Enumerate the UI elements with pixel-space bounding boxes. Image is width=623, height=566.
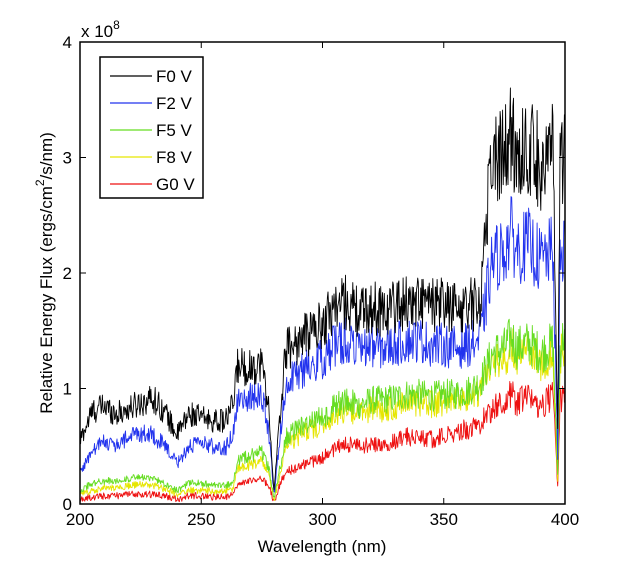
x-tick-label: 200 bbox=[66, 510, 94, 529]
series-line-f5-v bbox=[79, 318, 566, 498]
y-tick-label: 3 bbox=[63, 149, 72, 168]
legend-label: F0 V bbox=[156, 67, 193, 86]
x-tick-label: 300 bbox=[308, 510, 336, 529]
y-multiplier: x 108 bbox=[81, 18, 120, 41]
legend-label: F8 V bbox=[156, 148, 193, 167]
legend: F0 V F2 V F5 V F8 V G0 V bbox=[99, 56, 204, 199]
y-axis-label: Relative Energy Flux (ergs/cm2/s/nm) bbox=[33, 132, 56, 414]
y-tick-label: 1 bbox=[63, 380, 72, 399]
legend-label: G0 V bbox=[156, 175, 195, 194]
x-tick-label: 400 bbox=[551, 510, 579, 529]
series-layer bbox=[79, 87, 566, 503]
x-axis-label: Wavelength (nm) bbox=[258, 537, 387, 556]
x-tick-label: 250 bbox=[187, 510, 215, 529]
x-tick-label: 350 bbox=[430, 510, 458, 529]
series-line-f0-v bbox=[79, 87, 566, 491]
legend-box bbox=[99, 56, 204, 199]
series-line-g0-v bbox=[79, 381, 566, 503]
legend-label: F2 V bbox=[156, 94, 193, 113]
legend-label: F5 V bbox=[156, 121, 193, 140]
ticks-layer: 200 250 300 350 400 0 1 2 3 4 bbox=[63, 33, 580, 529]
y-tick-label: 2 bbox=[63, 264, 72, 283]
series-line-f2-v bbox=[79, 196, 566, 493]
y-tick-label: 0 bbox=[63, 495, 72, 514]
y-tick-label: 4 bbox=[63, 33, 72, 52]
